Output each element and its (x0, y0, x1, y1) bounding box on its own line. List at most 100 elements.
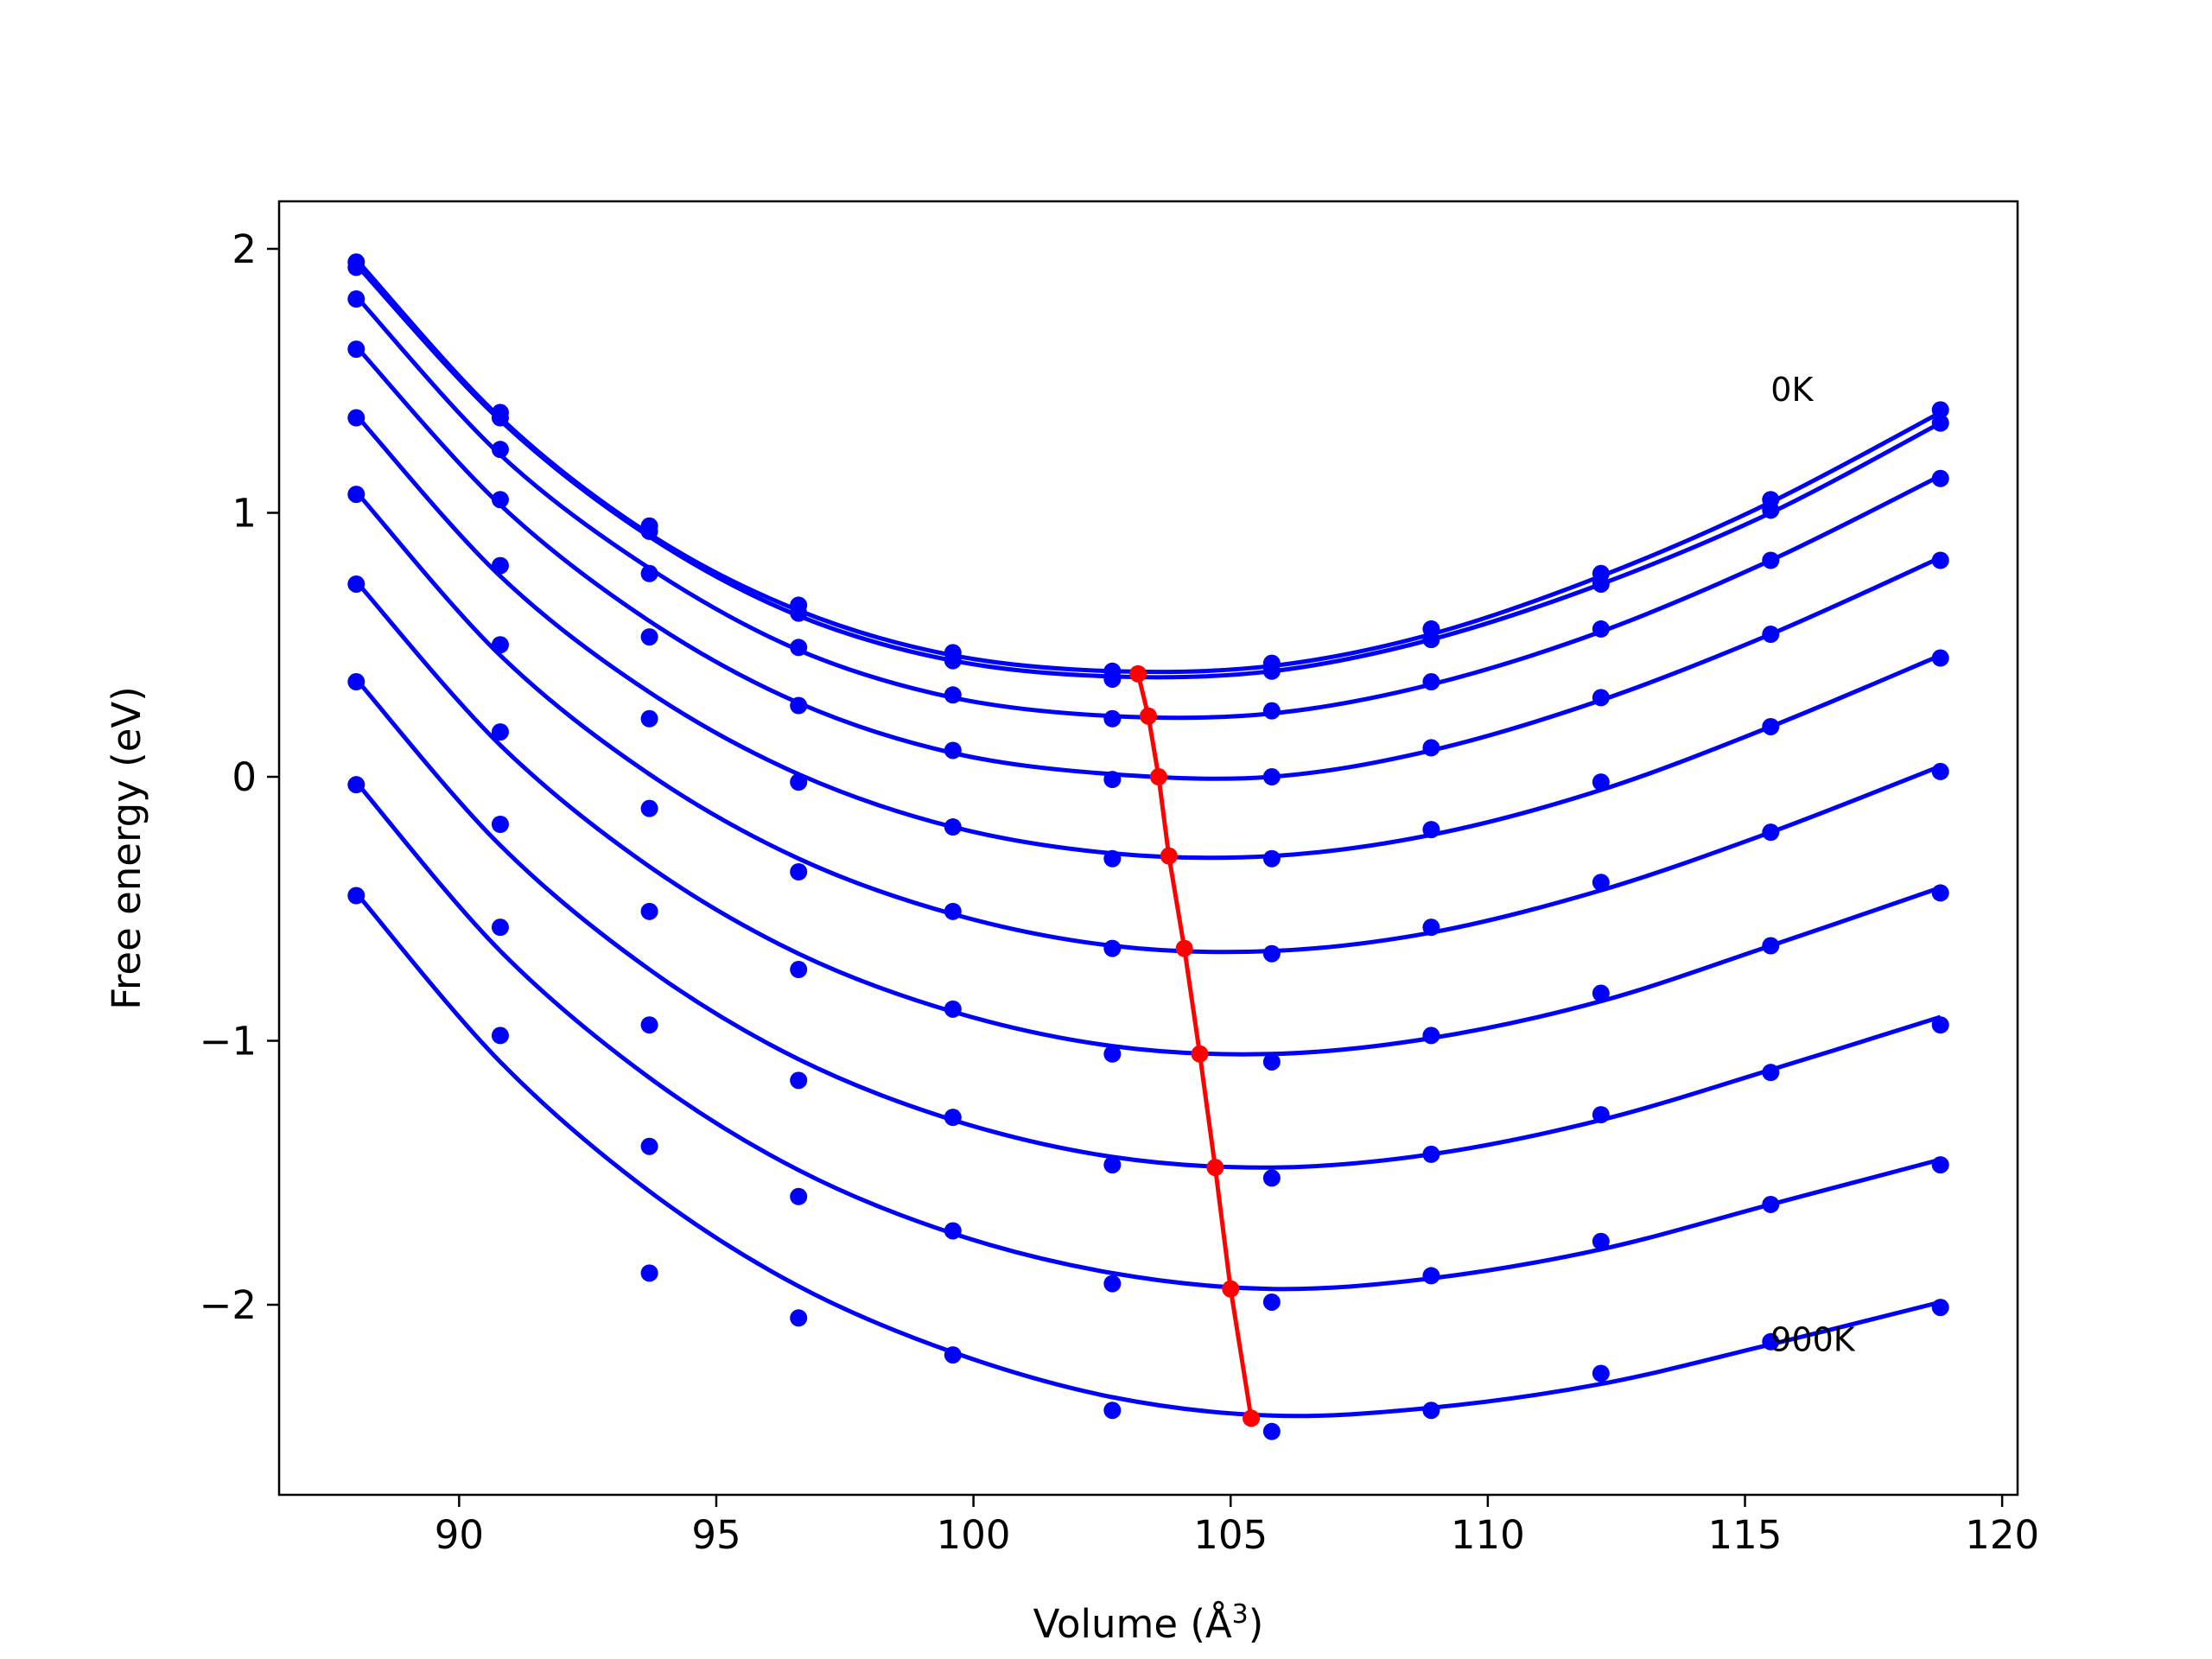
data-point (790, 862, 808, 880)
fit-curve (354, 891, 1942, 1419)
data-point (790, 961, 808, 979)
y-axis-ticks: 2 1 0 −1 −2 (200, 226, 279, 1328)
data-point (1762, 823, 1780, 842)
data-point (790, 773, 808, 791)
data-point (944, 818, 962, 836)
data-point (491, 918, 509, 937)
minimum-point (1243, 1409, 1261, 1427)
minimum-point (1191, 1045, 1209, 1063)
data-point (347, 673, 365, 691)
data-point (1931, 469, 1949, 487)
data-point (1592, 874, 1610, 892)
data-point (640, 628, 658, 646)
minimum-point (1175, 939, 1193, 957)
data-point (1762, 937, 1780, 955)
y-tick-label: 2 (232, 226, 257, 272)
minimum-point (1140, 707, 1157, 725)
data-point (944, 652, 962, 670)
data-point (640, 799, 658, 817)
data-point (491, 556, 509, 575)
data-point (1592, 773, 1610, 791)
data-point (1422, 1267, 1440, 1285)
plot-content (347, 253, 1949, 1440)
data-point (1103, 849, 1122, 868)
x-axis-ticks: 90 95 100 105 110 115 120 (435, 1495, 2039, 1558)
data-point (1762, 1332, 1780, 1351)
temperature-series (347, 290, 1949, 728)
data-point (1931, 1016, 1949, 1034)
data-point (1592, 1106, 1610, 1124)
data-point (1262, 849, 1281, 868)
data-point (491, 491, 509, 509)
data-point (1762, 551, 1780, 569)
data-point (1592, 1232, 1610, 1250)
data-point (1103, 1274, 1122, 1293)
data-point (1422, 918, 1440, 937)
minimum-point (1206, 1159, 1224, 1177)
data-point (944, 686, 962, 704)
data-point (491, 723, 509, 741)
temperature-annotation: 900K (1770, 1321, 1856, 1359)
data-point (491, 636, 509, 654)
data-point (491, 409, 509, 427)
minimum-point (1222, 1280, 1240, 1298)
data-point (640, 564, 658, 582)
data-point (1262, 662, 1281, 680)
data-point (1262, 1169, 1281, 1187)
data-point (1931, 551, 1949, 569)
plot-frame (277, 200, 2019, 1497)
data-point (1592, 1364, 1610, 1382)
data-point (944, 1346, 962, 1364)
x-axis-label-superscript: 3 (1232, 1599, 1249, 1630)
data-point (1262, 1052, 1281, 1071)
x-axis-label-close: ) (1249, 1601, 1264, 1647)
data-point (944, 1000, 962, 1018)
temperature-series (347, 673, 1949, 1187)
data-point (347, 340, 365, 359)
data-point (1592, 575, 1610, 593)
temperature-series (347, 575, 1949, 1071)
data-point (790, 1071, 808, 1090)
data-point (640, 1264, 658, 1282)
x-tick-label: 95 (691, 1512, 741, 1558)
y-tick-label: 0 (232, 754, 257, 800)
data-point (640, 522, 658, 540)
data-point (1262, 768, 1281, 786)
data-point (1103, 709, 1122, 728)
y-tick-label: −2 (200, 1282, 257, 1328)
data-point (790, 696, 808, 715)
x-tick-label: 90 (435, 1512, 484, 1558)
data-point (640, 902, 658, 920)
data-point (1422, 673, 1440, 691)
data-point (790, 1309, 808, 1327)
data-point (1103, 1402, 1122, 1420)
data-point (944, 902, 962, 920)
data-point (347, 409, 365, 427)
data-point (1422, 1402, 1440, 1420)
data-point (347, 290, 365, 308)
data-point (1931, 649, 1949, 667)
data-point (491, 441, 509, 459)
temperature-series (347, 486, 1949, 963)
data-point (640, 1016, 658, 1034)
data-point (491, 816, 509, 834)
data-point (1931, 1156, 1949, 1174)
x-tick-label: 105 (1193, 1512, 1268, 1558)
temperature-series (347, 409, 1949, 868)
data-point (1762, 501, 1780, 519)
data-point (944, 741, 962, 760)
x-tick-label: 115 (1708, 1512, 1783, 1558)
data-point (1422, 631, 1440, 649)
minimum-point (1149, 768, 1167, 786)
annotations: 0K 900K (1770, 371, 1856, 1359)
data-point (1103, 939, 1122, 957)
data-point (640, 709, 658, 728)
data-point (790, 1187, 808, 1205)
data-point (1592, 620, 1610, 638)
data-point (944, 1109, 962, 1127)
y-tick-label: 1 (232, 491, 257, 537)
y-tick-label: −1 (200, 1019, 257, 1065)
data-point (640, 1137, 658, 1155)
minimum-point (1160, 847, 1178, 865)
